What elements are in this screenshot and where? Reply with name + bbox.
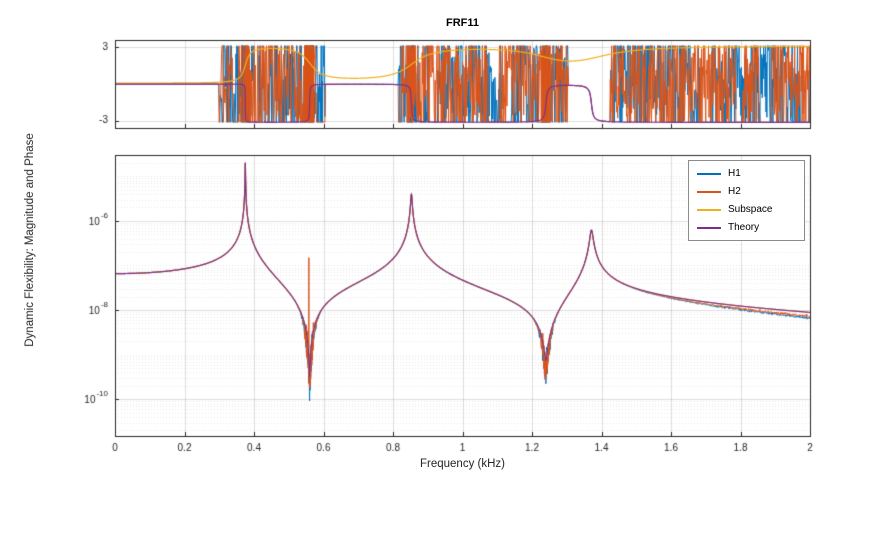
legend-line-swatch-h2 — [697, 191, 721, 193]
legend-label-subspace: Subspace — [728, 204, 773, 215]
legend-line-swatch-theory — [697, 227, 721, 229]
figure-title: FRF11 — [445, 17, 479, 29]
legend[interactable]: H1 H2 Subspace Theory — [688, 160, 805, 241]
y-axis-label: Dynamic Flexibility: Magnitude and Phase — [24, 133, 36, 347]
legend-entry-subspace[interactable]: Subspace — [689, 201, 804, 219]
x-axis-label: Frequency (kHz) — [420, 458, 505, 470]
legend-label-h1: H1 — [728, 168, 741, 179]
legend-line-swatch-h1 — [697, 173, 721, 175]
legend-label-theory: Theory — [728, 222, 760, 233]
legend-line-swatch-subspace — [697, 209, 721, 211]
legend-entry-h2[interactable]: H2 — [689, 183, 804, 201]
legend-entry-h1[interactable]: H1 — [689, 165, 804, 183]
legend-label-h2: H2 — [728, 186, 741, 197]
legend-entry-theory[interactable]: Theory — [689, 219, 804, 237]
